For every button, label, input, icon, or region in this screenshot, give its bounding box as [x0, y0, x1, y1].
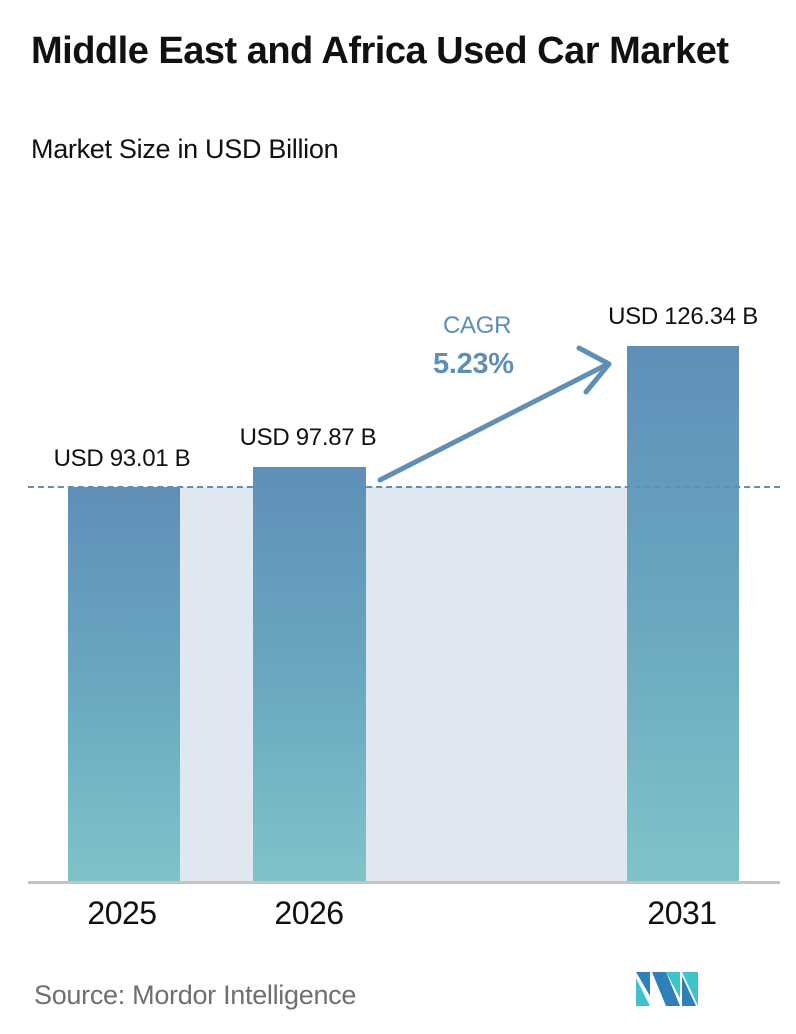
- cagr-label: CAGR: [443, 312, 512, 339]
- cagr-arrow-icon: [377, 345, 612, 483]
- chart-subtitle: Market Size in USD Billion: [31, 134, 339, 164]
- value-label-2025: USD 93.01 B: [53, 445, 191, 472]
- source-text: Source: Mordor Intelligence: [34, 980, 357, 1010]
- value-label-2031: USD 126.34 B: [608, 303, 758, 330]
- cagr-value: 5.23%: [433, 348, 514, 380]
- bar-2031: [627, 346, 739, 882]
- chart-title: Middle East and Africa Used Car Market: [31, 30, 729, 72]
- bar-2026: [253, 467, 366, 882]
- reference-dashed-line: [28, 486, 780, 488]
- x-tick-2026: 2026: [274, 895, 344, 931]
- value-label-2026: USD 97.87 B: [239, 424, 377, 451]
- x-axis-baseline: [28, 881, 780, 884]
- x-tick-2031: 2031: [647, 895, 717, 931]
- mordor-intelligence-logo-icon: [636, 972, 698, 1006]
- bar-2025: [68, 487, 180, 882]
- x-tick-2025: 2025: [87, 895, 157, 931]
